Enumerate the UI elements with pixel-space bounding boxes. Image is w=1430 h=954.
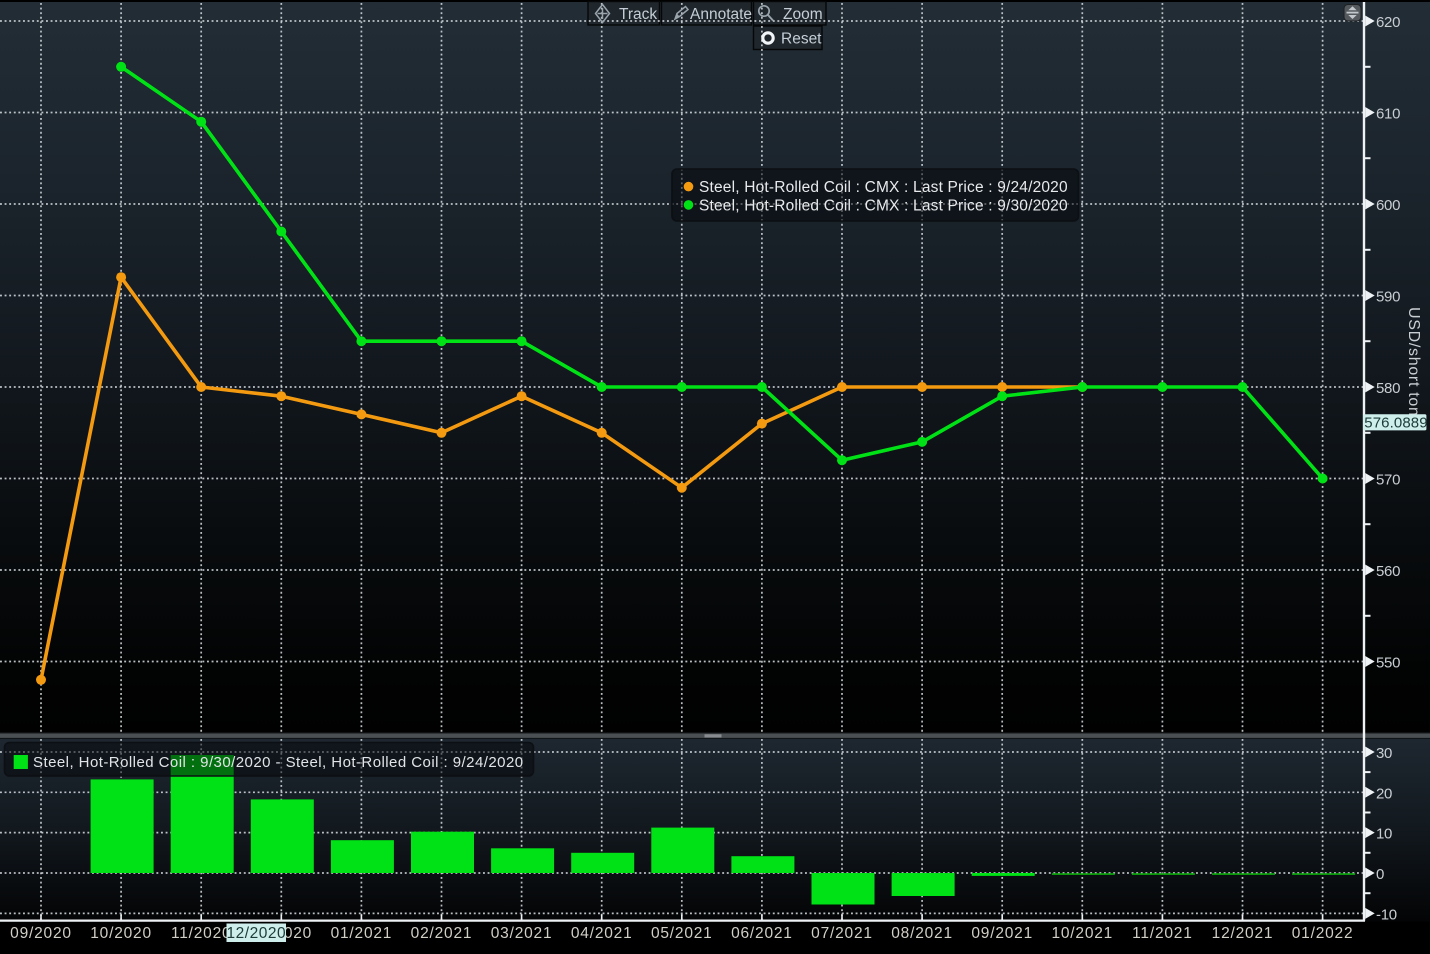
svg-text:Steel, Hot-Rolled Coil : CMX :: Steel, Hot-Rolled Coil : CMX : Last Pric… [699,197,1068,214]
svg-text:550: 550 [1376,655,1400,672]
svg-text:12/2021: 12/2021 [1212,925,1274,942]
svg-text:05/2021: 05/2021 [651,925,713,942]
svg-text:0: 0 [1376,866,1384,883]
svg-text:07/2021: 07/2021 [811,925,873,942]
svg-text:Zoom: Zoom [783,6,823,23]
svg-text:06/2021: 06/2021 [731,925,793,942]
svg-text:Track: Track [619,6,657,23]
svg-text:11/2020: 11/2020 [171,925,231,942]
svg-text:10: 10 [1376,826,1392,843]
svg-text:11/2021: 11/2021 [1132,925,1192,942]
svg-text:Steel, Hot-Rolled Coil : CMX :: Steel, Hot-Rolled Coil : CMX : Last Pric… [699,179,1068,196]
svg-text:12/2020: 12/2020 [227,925,287,942]
svg-text:576.0889: 576.0889 [1364,415,1427,432]
svg-text:20: 20 [1376,785,1392,802]
svg-text:03/2021: 03/2021 [491,925,553,942]
svg-text:560: 560 [1376,563,1400,580]
svg-text:570: 570 [1376,472,1400,489]
svg-text:610: 610 [1376,106,1400,123]
svg-text:09/2021: 09/2021 [971,925,1033,942]
svg-text:10/2021: 10/2021 [1051,925,1113,942]
svg-text:USD/short ton: USD/short ton [1405,307,1422,417]
svg-text:Annotate: Annotate [690,6,752,23]
svg-text:08/2021: 08/2021 [891,925,953,942]
svg-text:600: 600 [1376,197,1400,214]
svg-text:30: 30 [1376,745,1392,762]
svg-text:Steel, Hot-Rolled Coil : 9/30/: Steel, Hot-Rolled Coil : 9/30/2020 - Ste… [33,754,524,771]
svg-text:01/2022: 01/2022 [1292,925,1354,942]
svg-text:01/2021: 01/2021 [331,925,393,942]
svg-text:590: 590 [1376,289,1400,306]
svg-text:580: 580 [1376,380,1400,397]
svg-text:-10: -10 [1376,906,1397,923]
svg-text:04/2021: 04/2021 [571,925,633,942]
svg-text:02/2021: 02/2021 [411,925,473,942]
svg-text:09/2020: 09/2020 [10,925,72,942]
svg-text:10/2020: 10/2020 [90,925,152,942]
svg-text:Reset: Reset [781,31,822,48]
svg-text:620: 620 [1376,14,1400,31]
